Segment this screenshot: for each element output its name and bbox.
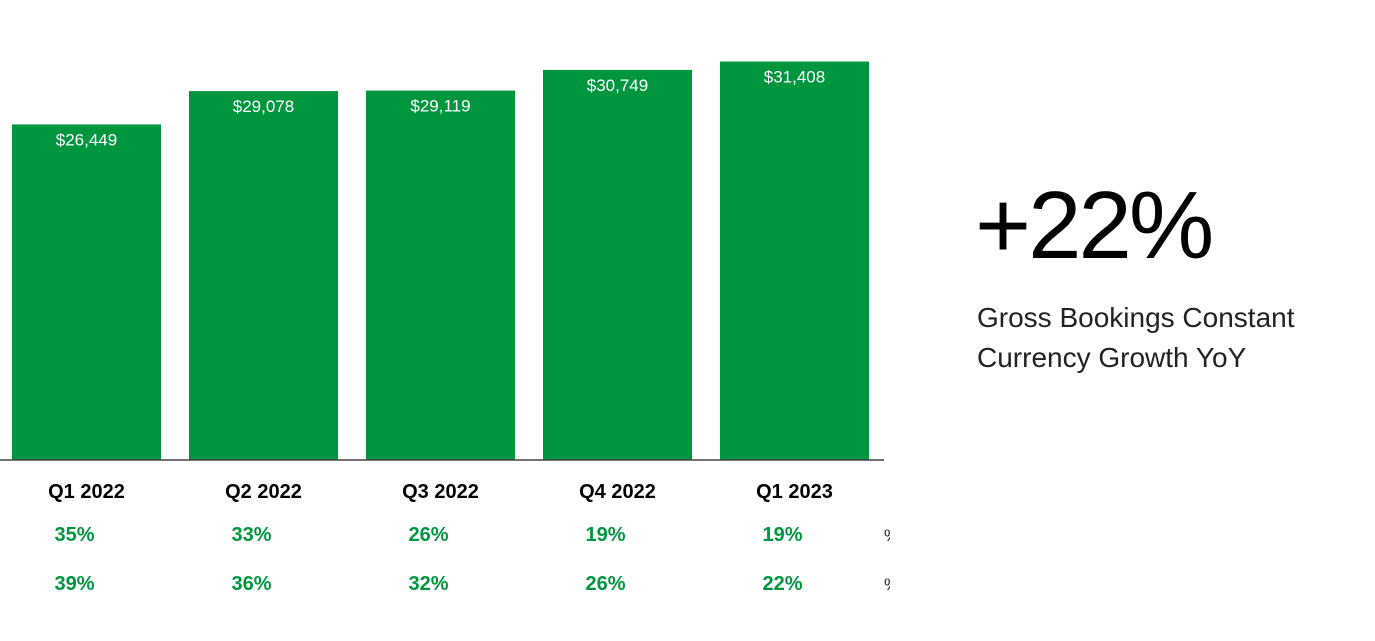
bar-1 [12, 124, 161, 460]
bar-value-label: $29,119 [410, 97, 470, 116]
row-value: 35% [54, 524, 94, 546]
row-value: 32% [408, 573, 448, 595]
bar-5 [720, 61, 869, 461]
bar-2 [189, 91, 338, 460]
bar-value-label: $29,078 [233, 97, 294, 116]
category-label: Q1 2022 [48, 481, 125, 503]
row-value: 33% [231, 524, 271, 546]
row-value: 26% [585, 573, 625, 595]
callout-description: Gross Bookings Constant Currency Growth … [977, 298, 1357, 378]
row-value: 39% [54, 573, 94, 595]
bar-value-label: $26,449 [56, 130, 117, 149]
category-label: Q4 2022 [579, 481, 656, 503]
row-value: 26% [408, 524, 448, 546]
callout-line-1: Gross Bookings Constant [977, 302, 1295, 333]
row-value: 19% [585, 524, 625, 546]
bar-value-label: $30,749 [587, 76, 648, 95]
bar-4 [543, 69, 692, 460]
row-value: 36% [231, 573, 271, 595]
category-label: Q2 2022 [225, 481, 302, 503]
callout-line-2: Currency Growth YoY [977, 342, 1247, 373]
row-label: % Constant Currency Growth YoY [884, 575, 890, 594]
row-value: 22% [762, 573, 802, 595]
row-label: % Growth YoY [884, 526, 890, 545]
category-label: Q1 2023 [756, 481, 833, 503]
bar-chart: $26,449 Q1 2022 35% 39% $29,078 Q2 2022 33% 36%… [0, 61, 890, 595]
row-value: 19% [762, 524, 802, 546]
callout-value: +22% [975, 172, 1214, 279]
bar-3 [366, 90, 515, 461]
category-label: Q3 2022 [402, 481, 479, 503]
bar-value-label: $31,408 [764, 68, 825, 87]
